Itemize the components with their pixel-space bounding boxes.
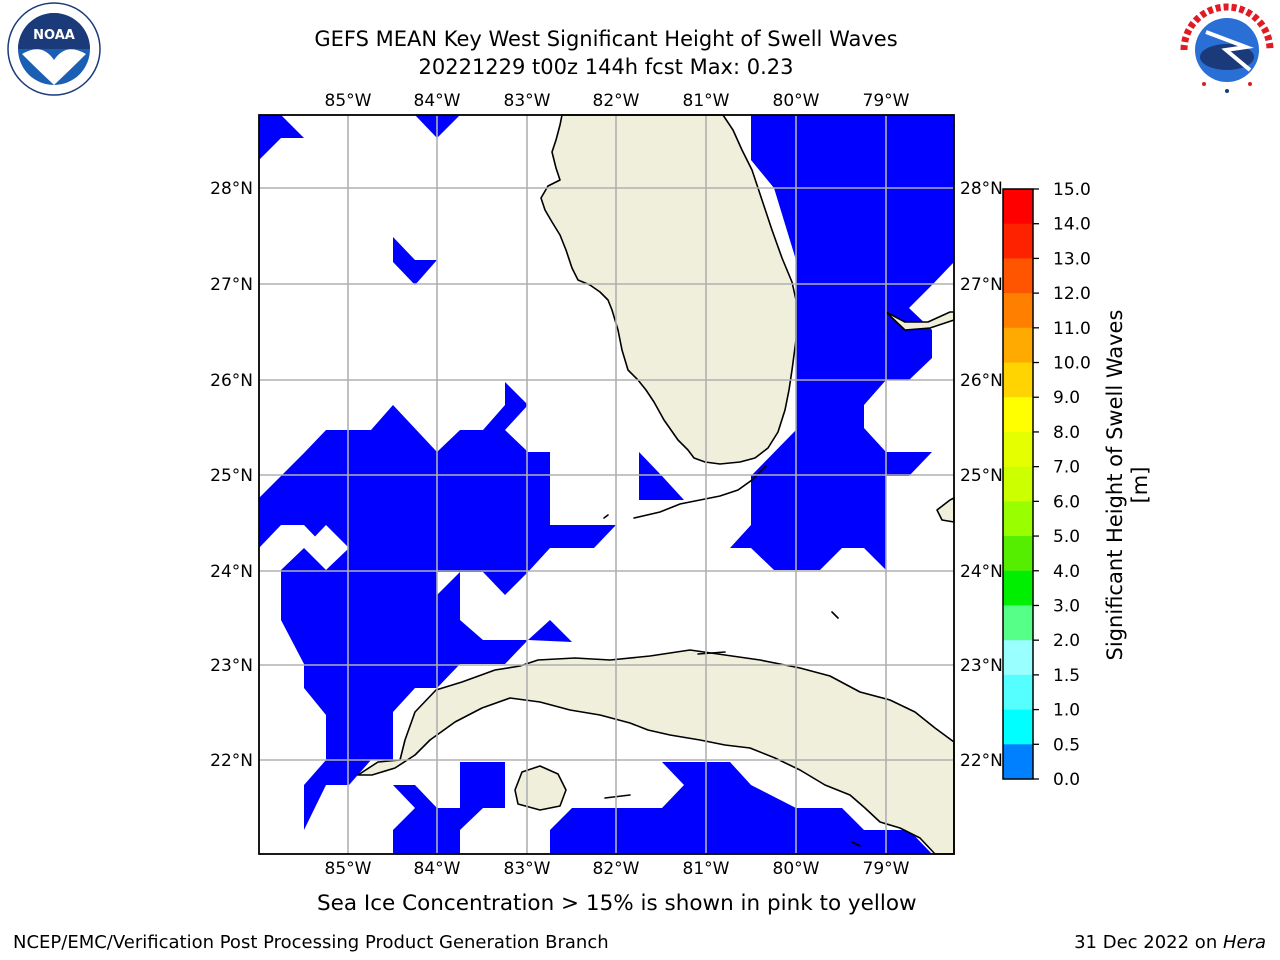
lon-label-top: 85°W: [325, 91, 372, 111]
colorbar-tick-label: 1.5: [1053, 666, 1080, 686]
colorbar-cell: [1003, 293, 1033, 329]
colorbar-tick-label: 11.0: [1053, 319, 1091, 339]
colorbar-frame: [1002, 188, 1034, 780]
lon-label-top: 83°W: [504, 91, 551, 111]
lat-labels-right: 28°N 27°N 26°N 25°N 24°N 23°N 22°N: [960, 179, 1003, 771]
noaa-logo: NOAA: [7, 2, 101, 96]
colorbar-cell: [1003, 744, 1033, 780]
lat-label-left: 24°N: [210, 562, 253, 582]
lat-label-right: 24°N: [960, 562, 1003, 582]
lon-label-bottom: 82°W: [593, 859, 640, 879]
lat-label-right: 23°N: [960, 656, 1003, 676]
nws-logo: [1180, 3, 1274, 96]
colorbar-cell: [1003, 223, 1033, 259]
colorbar-cell: [1003, 674, 1033, 711]
colorbar-label: Significant Height of Swell Waves [m]: [1103, 309, 1152, 661]
colorbar-tick-label: 5.0: [1053, 527, 1080, 547]
florida-peninsula: [540, 114, 797, 465]
colorbar-tick-label: 1.0: [1053, 701, 1080, 721]
lat-label-left: 28°N: [210, 179, 253, 199]
footer-branch: NCEP/EMC/Verification Post Processing Pr…: [13, 932, 609, 953]
sea-ice-note: Sea Ice Concentration > 15% is shown in …: [317, 891, 917, 916]
colorbar-cell: [1003, 466, 1033, 502]
colorbar-tick-label: 0.0: [1053, 770, 1080, 790]
lat-label-left: 22°N: [210, 751, 253, 771]
florida-keys: [603, 465, 861, 847]
colorbar-tick-label: 6.0: [1053, 492, 1080, 512]
lon-label-top: 84°W: [414, 91, 461, 111]
lat-label-left: 23°N: [210, 656, 253, 676]
colorbar-tick-label: 4.0: [1053, 562, 1080, 582]
lat-label-right: 26°N: [960, 371, 1003, 391]
colorbar-cell: [1003, 327, 1033, 364]
lon-label-top: 81°W: [683, 91, 730, 111]
lon-label-top: 79°W: [863, 91, 910, 111]
colorbar-tick-label: 13.0: [1053, 249, 1091, 269]
colorbar-cell: [1003, 605, 1033, 641]
gridlines: [259, 115, 954, 854]
noaa-logo-text: NOAA: [33, 28, 75, 43]
footer-date-text: 31 Dec 2022 on: [1074, 932, 1223, 953]
footer-host: Hera: [1222, 932, 1266, 953]
colorbar-tick-label: 2.0: [1053, 631, 1080, 651]
lon-label-bottom: 80°W: [773, 859, 820, 879]
colorbar-tick-label: 8.0: [1053, 423, 1080, 443]
lon-label-top: 82°W: [593, 91, 640, 111]
lon-label-bottom: 81°W: [683, 859, 730, 879]
lat-label-left: 25°N: [210, 466, 253, 486]
colorbar-cell: [1003, 397, 1033, 433]
lat-labels-left: 28°N 27°N 26°N 25°N 24°N 23°N 22°N: [210, 179, 253, 771]
colorbar-cell: [1003, 362, 1033, 398]
lon-label-bottom: 79°W: [863, 859, 910, 879]
colorbar-tick-label: 15.0: [1053, 180, 1091, 200]
lat-label-right: 27°N: [960, 275, 1003, 295]
colorbar-cell: [1003, 431, 1033, 468]
chart-title: GEFS MEAN Key West Significant Height of…: [314, 27, 898, 51]
colorbar-ticks: 15.0 14.0 13.0 12.0 11.0 10.0 9.0 8.0 7.0 6.0 5.0 4…: [1033, 180, 1091, 790]
lon-label-bottom: 85°W: [325, 859, 372, 879]
lon-label-bottom: 83°W: [504, 859, 551, 879]
colorbar-cell: [1003, 709, 1033, 745]
colorbar-cell: [1003, 570, 1033, 606]
colorbar-cell: [1003, 258, 1033, 294]
footer-date: 31 Dec 2022 on Hera: [1074, 932, 1266, 953]
colorbar-tick-label: 12.0: [1053, 284, 1091, 304]
field-gap: [304, 525, 349, 570]
colorbar-cell: [1003, 189, 1033, 225]
lon-label-bottom: 84°W: [414, 859, 461, 879]
colorbar-cell: [1003, 640, 1033, 676]
colorbar-cell: [1003, 501, 1033, 537]
lat-label-left: 27°N: [210, 275, 253, 295]
lat-label-right: 28°N: [960, 179, 1003, 199]
colorbar-tick-label: 10.0: [1053, 354, 1091, 374]
colorbar-tick-label: 3.0: [1053, 596, 1080, 616]
lat-label-right: 22°N: [960, 751, 1003, 771]
colorbar-tick-label: 7.0: [1053, 458, 1080, 478]
lon-labels-top: 85°W 84°W 83°W 82°W 81°W 80°W 79°W: [325, 91, 910, 111]
map-frame: [258, 114, 955, 855]
lon-labels-bottom: 85°W 84°W 83°W 82°W 81°W 80°W 79°W: [325, 859, 910, 879]
colorbar-tick-label: 9.0: [1053, 388, 1080, 408]
lon-label-top: 80°W: [773, 91, 820, 111]
lat-label-right: 25°N: [960, 466, 1003, 486]
colorbar-tick-label: 14.0: [1053, 215, 1091, 235]
colorbar-tick-label: 0.5: [1053, 735, 1080, 755]
lat-label-left: 26°N: [210, 371, 253, 391]
chart-subtitle: 20221229 t00z 144h fcst Max: 0.23: [418, 55, 794, 79]
colorbar-cell: [1003, 536, 1033, 572]
colorbar: [1003, 189, 1033, 780]
